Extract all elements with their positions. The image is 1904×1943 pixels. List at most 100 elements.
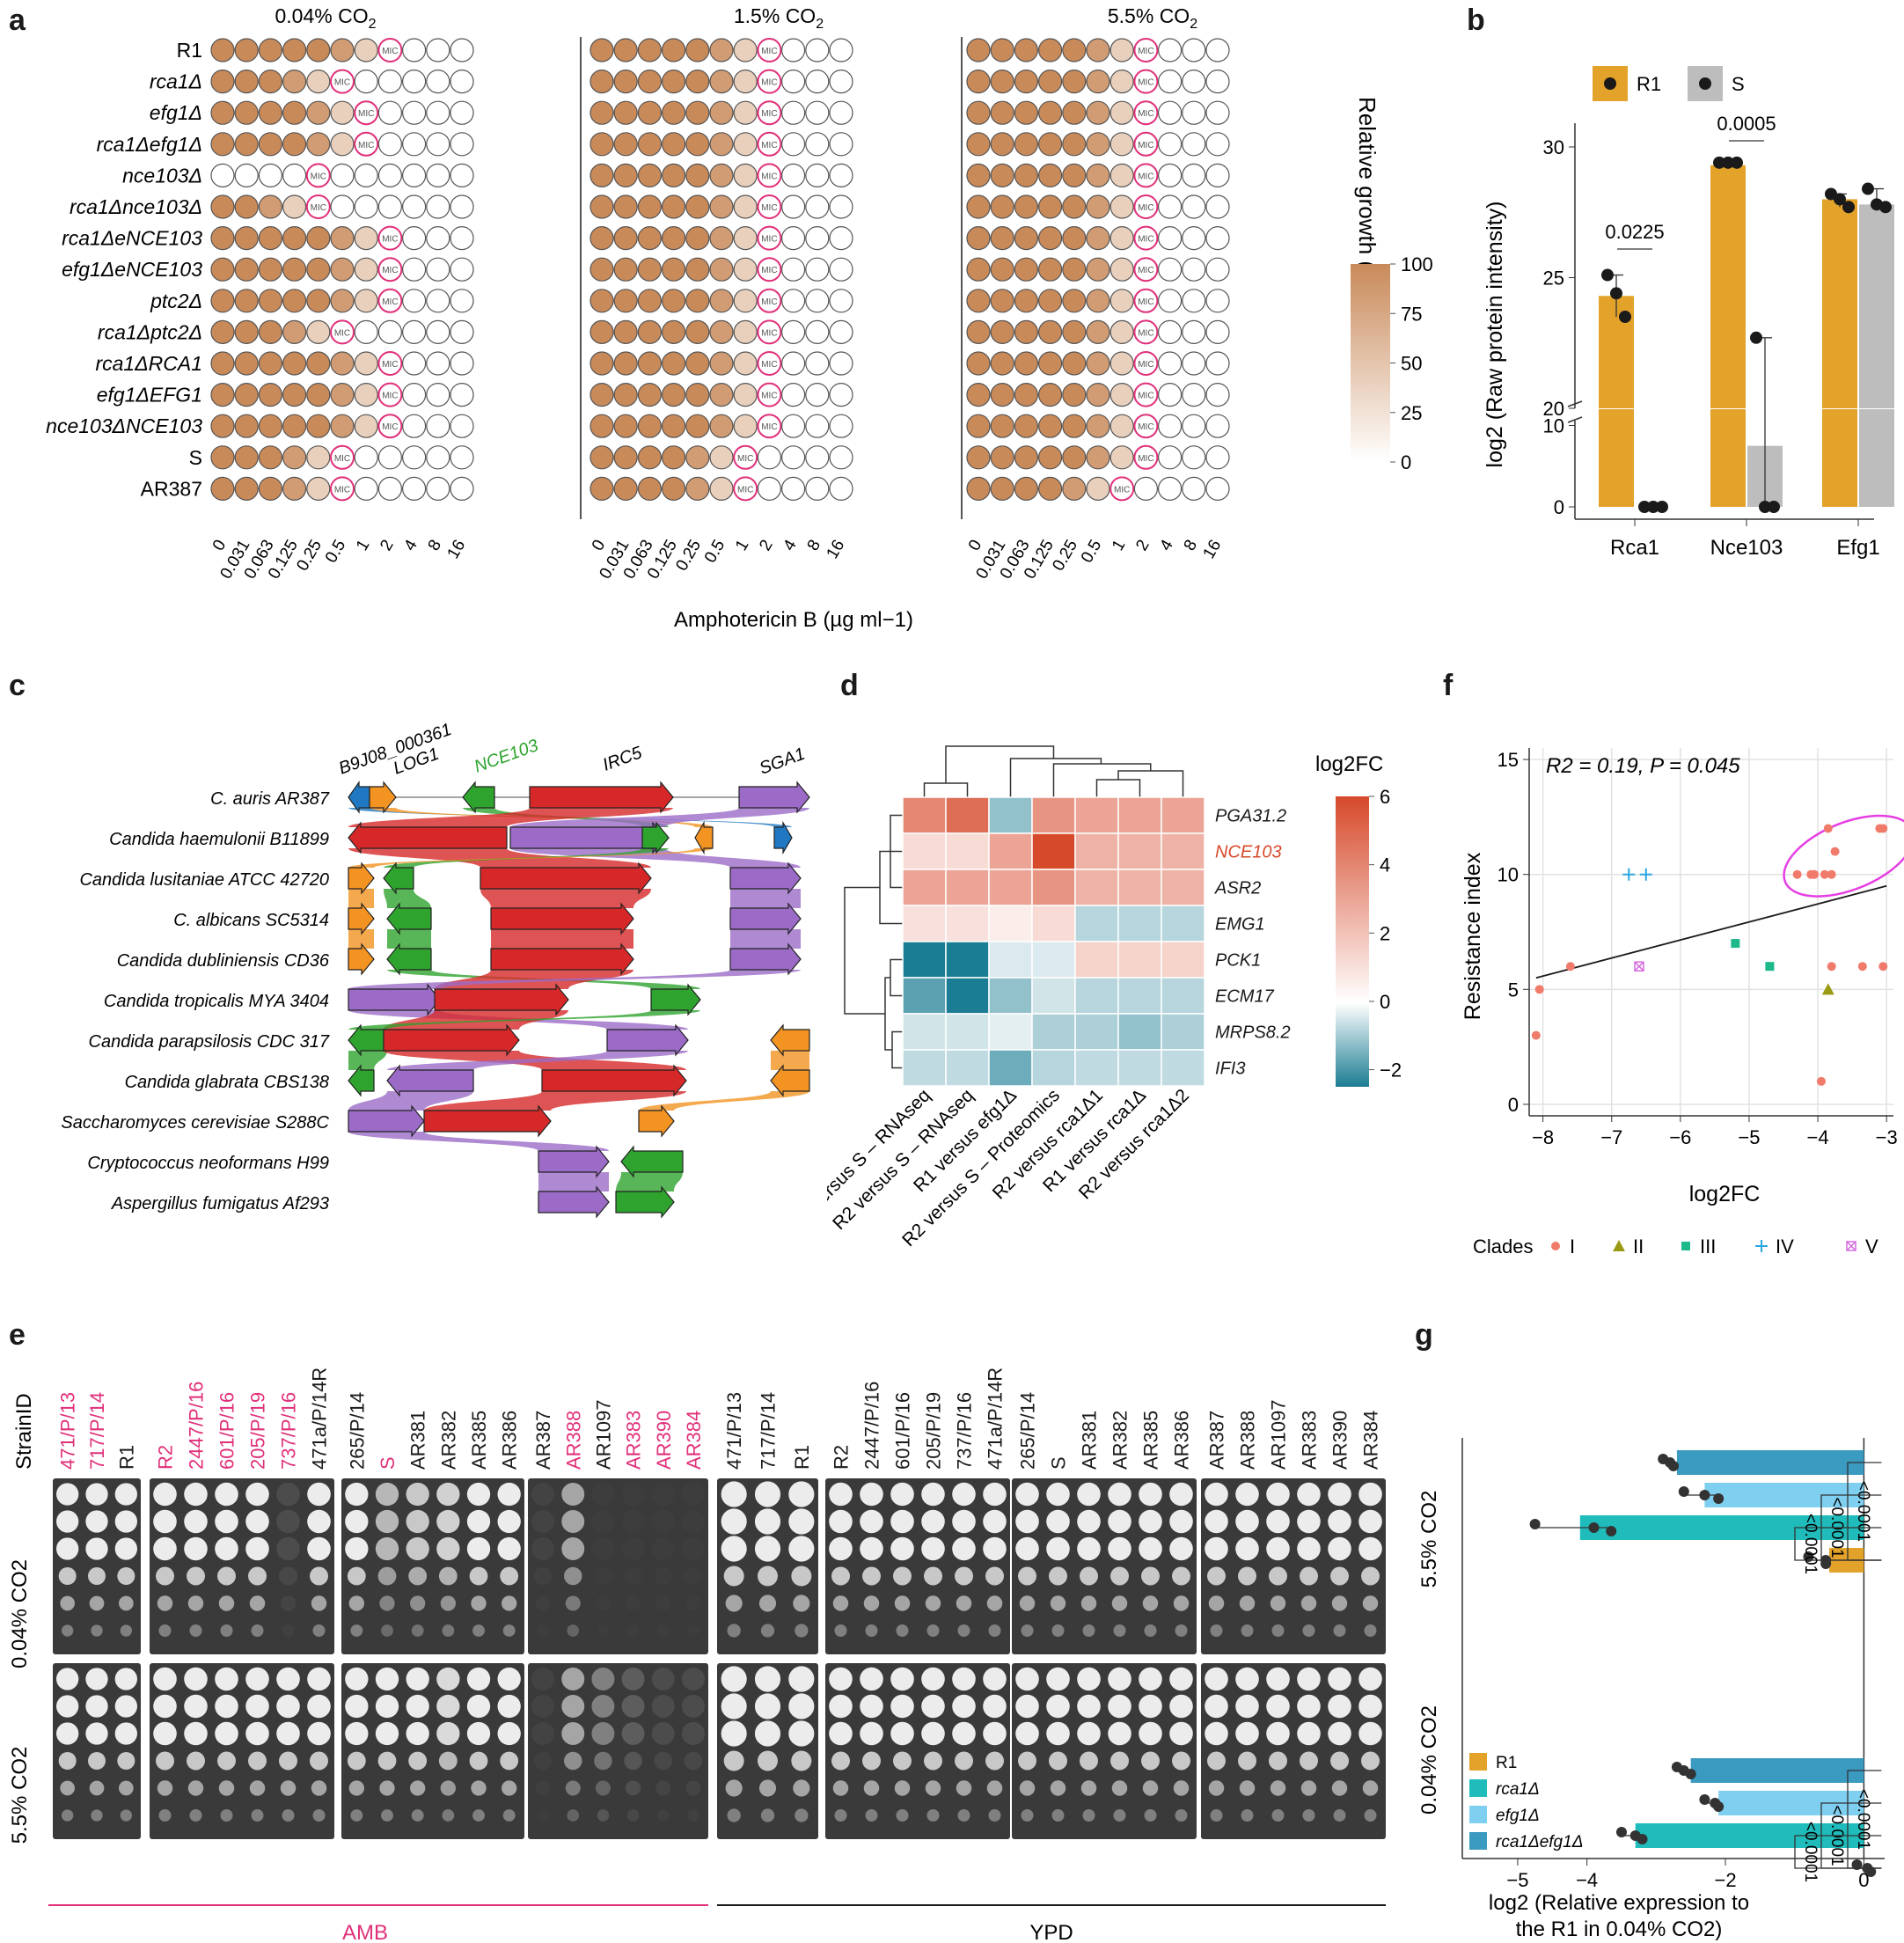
a-growth-well — [1109, 226, 1134, 251]
e-colony-spot — [1333, 1809, 1346, 1822]
g-data-point — [1606, 1526, 1617, 1536]
b-legend-label-s: S — [1732, 73, 1745, 95]
e-colony-spot — [62, 1809, 74, 1822]
a-growth-well — [210, 383, 235, 407]
a-growth-well — [805, 351, 830, 376]
e-colony-spot — [502, 1809, 516, 1822]
c-species-label: Saccharomyces cerevisiae S288C — [61, 1113, 329, 1133]
e-colony-spot — [1361, 1751, 1380, 1771]
g-p-value: <0.0001 — [1801, 1514, 1820, 1574]
a-growth-well — [377, 163, 402, 187]
a-mic-label: MIC — [382, 297, 398, 307]
a-growth-well — [590, 69, 614, 94]
e-colony-spot — [1169, 1536, 1193, 1561]
f-point-clade-i — [1820, 869, 1829, 879]
e-colony-spot — [1238, 1566, 1256, 1586]
a-growth-well — [1182, 476, 1206, 502]
e-colony-spot — [1077, 1721, 1101, 1746]
b-data-point — [1656, 501, 1668, 513]
a-growth-well — [805, 383, 830, 407]
e-colony-spot — [1108, 1509, 1131, 1534]
a-growth-well — [210, 319, 235, 344]
e-colony-spot — [381, 1624, 393, 1637]
a-growth-well — [282, 351, 307, 376]
a-growth-well — [685, 445, 710, 470]
a-growth-well — [282, 476, 307, 502]
e-colony-spot — [1210, 1809, 1223, 1822]
a-mic-label: MIC — [761, 328, 777, 338]
c-synteny-ribbon — [510, 808, 809, 827]
c-gene-arrow — [348, 1064, 375, 1097]
a-growth-well — [1037, 226, 1063, 251]
a-growth-well — [450, 319, 474, 344]
a-growth-well — [613, 257, 638, 282]
e-colony-spot — [536, 1780, 551, 1795]
e-colony-spot — [652, 1483, 675, 1506]
a-growth-well — [306, 476, 331, 502]
a-growth-well — [354, 69, 378, 94]
a-growth-well — [1109, 163, 1134, 187]
a-growth-well — [733, 257, 758, 282]
g-significance-bracket — [1794, 1527, 1882, 1561]
a-mic-well — [330, 69, 355, 94]
e-colony-spot — [1300, 1751, 1318, 1771]
e-colony-spot — [862, 1566, 881, 1586]
a-growth-well — [709, 289, 734, 313]
g-data-point — [1699, 1490, 1710, 1500]
e-colony-spot — [626, 1595, 641, 1610]
f-point-clade-i — [1810, 869, 1820, 879]
a-growth-well — [1086, 194, 1110, 219]
e-colony-spot — [758, 1595, 777, 1612]
a-growth-well — [685, 226, 710, 251]
e-colony-spot — [114, 1695, 137, 1718]
e-colony-spot — [721, 1666, 747, 1692]
e-colony-spot — [1142, 1595, 1159, 1611]
a-growth-well — [330, 351, 355, 376]
a-growth-well — [402, 100, 427, 125]
d-heatmap-cell — [1031, 941, 1076, 979]
e-colony-spot — [832, 1595, 849, 1611]
a-growth-well — [637, 445, 663, 470]
e-colony-spot — [656, 1809, 670, 1822]
e-colony-spot — [727, 1808, 741, 1822]
e-colony-spot — [921, 1667, 945, 1691]
e-strain-label: AR385 — [468, 1411, 490, 1470]
e-colony-spot — [117, 1567, 135, 1585]
e-colony-spot — [983, 1667, 1007, 1691]
a-growth-well — [1109, 69, 1134, 94]
a-growth-well — [210, 163, 235, 187]
d-heatmap-cell — [1161, 869, 1205, 906]
c-gene-arrow — [538, 1145, 610, 1178]
e-colony-spot — [1205, 1694, 1228, 1719]
e-strain-label: AR384 — [1360, 1411, 1382, 1470]
e-colony-spot — [1205, 1482, 1228, 1507]
a-mic-label: MIC — [1138, 454, 1153, 464]
e-colony-spot — [760, 1624, 775, 1638]
a-growth-well — [1037, 383, 1063, 407]
d-heatmap-cell — [1074, 1013, 1119, 1051]
e-colony-spot — [890, 1536, 914, 1561]
f-legend-label: V — [1865, 1235, 1878, 1257]
a-growth-well — [258, 257, 282, 282]
a-growth-well — [829, 476, 853, 502]
a-growth-well — [709, 351, 734, 376]
c-species-label: Candida lusitaniae ATCC 42720 — [79, 870, 329, 890]
a-growth-well — [1157, 476, 1183, 502]
e-colony-spot — [758, 1565, 778, 1587]
e-colony-spot — [251, 1809, 264, 1822]
d-gene-label: ECM17 — [1215, 987, 1275, 1007]
a-growth-well — [377, 476, 402, 502]
d-dendrogram-branch — [890, 958, 903, 997]
g-legend-swatch — [1469, 1753, 1487, 1771]
g-legend-label: rca1Δefg1Δ — [1496, 1833, 1583, 1851]
e-colony-spot — [594, 1567, 612, 1586]
f-x-tick-label: −5 — [1738, 1126, 1760, 1148]
e-colony-spot — [1297, 1721, 1321, 1746]
a-growth-well — [282, 163, 307, 187]
a-growth-well — [426, 476, 450, 502]
e-colony-spot — [890, 1721, 914, 1746]
c-synteny-ribbon — [348, 1051, 387, 1070]
d-heatmap-cell — [945, 869, 990, 906]
a-growth-well — [377, 100, 402, 125]
d-heatmap-cell — [1031, 977, 1076, 1015]
